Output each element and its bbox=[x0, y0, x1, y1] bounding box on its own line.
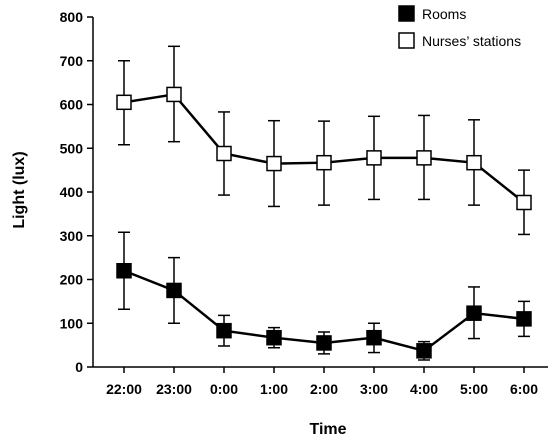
y-tick-label: 800 bbox=[60, 9, 84, 25]
x-tick-label: 2:00 bbox=[310, 381, 338, 397]
y-tick-label: 600 bbox=[60, 97, 84, 113]
rooms-point bbox=[166, 282, 182, 299]
nurses-stations-point bbox=[166, 86, 182, 103]
x-axis-title: Time bbox=[309, 421, 346, 438]
nurses-stations-point bbox=[266, 155, 282, 172]
legend-label-rooms: Rooms bbox=[422, 6, 466, 22]
x-tick-label: 6:00 bbox=[510, 381, 538, 397]
y-tick-label: 300 bbox=[60, 228, 84, 244]
y-tick-label: 100 bbox=[60, 315, 84, 331]
nurses-stations-point bbox=[116, 94, 132, 111]
x-tick-label: 5:00 bbox=[460, 381, 488, 397]
nurses-stations-point bbox=[216, 145, 232, 162]
x-tick-label: 23:00 bbox=[156, 381, 192, 397]
nurses-stations-point bbox=[516, 194, 532, 211]
legend-marker-rooms bbox=[398, 5, 415, 22]
rooms-point bbox=[366, 329, 382, 346]
nurses-stations-point bbox=[366, 150, 382, 166]
x-tick-label: 3:00 bbox=[360, 381, 388, 397]
x-tick-label: 22:00 bbox=[106, 381, 142, 397]
rooms-point bbox=[316, 335, 332, 351]
rooms-point bbox=[266, 329, 282, 346]
y-tick-label: 0 bbox=[75, 359, 83, 375]
axes: 0 100 200 300 400 500 600 700 800 22:00 23:00 0:00 1… bbox=[60, 9, 548, 397]
x-tick-label: 0:00 bbox=[210, 381, 238, 397]
y-tick-label: 400 bbox=[60, 184, 84, 200]
y-tick-label: 500 bbox=[60, 140, 84, 156]
rooms-point bbox=[516, 311, 532, 327]
legend-label-nurses-stations: Nurses’ stations bbox=[422, 33, 521, 49]
y-axis-title: Light (lux) bbox=[11, 151, 28, 228]
nurses-stations-point bbox=[466, 154, 482, 171]
x-tick-label: 1:00 bbox=[260, 381, 288, 397]
rooms-point bbox=[116, 263, 132, 279]
nurses-stations-point bbox=[416, 150, 432, 166]
data-markers bbox=[116, 86, 532, 359]
rooms-point bbox=[466, 305, 482, 321]
y-tick-label: 200 bbox=[60, 272, 84, 288]
nurses-stations-point bbox=[316, 154, 332, 171]
rooms-point bbox=[416, 343, 432, 359]
legend-marker-nurses-stations bbox=[398, 32, 415, 49]
x-tick-label: 4:00 bbox=[410, 381, 438, 397]
legend: Rooms Nurses’ stations bbox=[398, 5, 521, 49]
y-tick-label: 700 bbox=[60, 53, 84, 69]
rooms-point bbox=[216, 322, 232, 339]
